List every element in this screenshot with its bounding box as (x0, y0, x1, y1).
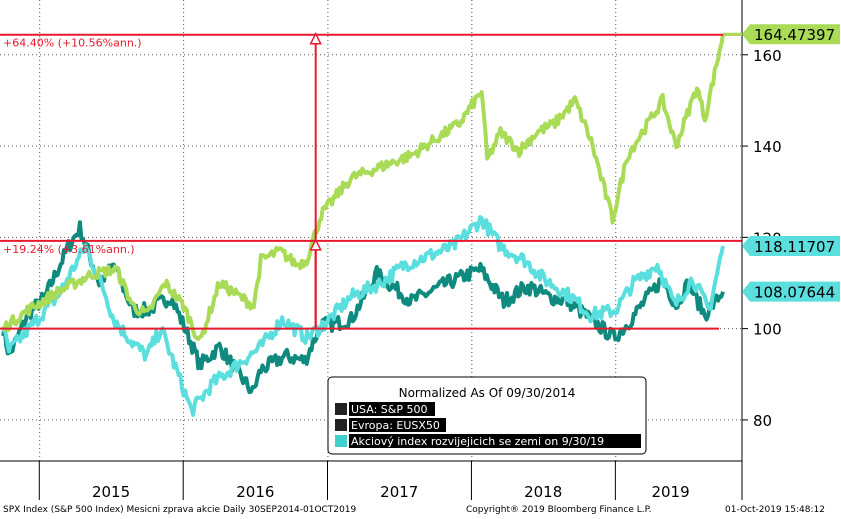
last-value-tag-label-2: 118.11707 (754, 238, 835, 256)
footer-copyright: Copyright® 2019 Bloomberg Finance L.P. (466, 505, 652, 515)
last-value-tags: 164.47397 118.11707 108.07644 (723, 24, 840, 302)
year-dividers (38, 461, 616, 500)
legend-label-bg-em (349, 434, 641, 448)
series-line-0 (1, 33, 725, 342)
last-value-tag-label-0: 164.47397 (754, 26, 835, 44)
chart: +64.40% (+10.56%ann.) +19.24% (+3.61%ann.… (0, 0, 841, 500)
x-tick-label-2015: 2015 (92, 483, 130, 500)
x-tick-label-2018: 2018 (524, 483, 562, 500)
last-value-tag-0: 164.47397 (742, 24, 840, 45)
last-value-tag-1: 108.07644 (742, 281, 840, 302)
annotation-arrowhead-0 (309, 32, 322, 45)
annotation-layer: +64.40% (+10.56%ann.) +19.24% (+3.61%ann.… (0, 32, 742, 330)
last-value-tag-bg-2 (742, 236, 840, 257)
legend-swatch-eusx50 (335, 419, 347, 431)
x-axis-ticks: 2015 2016 2017 2018 2019 (92, 483, 690, 500)
legend-label-sp500: USA: S&P 500 (351, 403, 427, 416)
footer: SPX Index (S&P 500 Index) Mesicni zprava… (0, 500, 841, 519)
y-tick-label-160: 160 (753, 47, 782, 65)
legend-label-eusx50: Evropa: EUSX50 (351, 419, 440, 432)
y-tick-label-100: 100 (753, 321, 782, 339)
legend-swatch-sp500 (335, 403, 347, 415)
footer-security-info: SPX Index (S&P 500 Index) Mesicni zprava… (3, 505, 357, 515)
legend-label-em: Akciový index rozvijejicich se zemi on 9… (351, 435, 604, 448)
legend-label-bg-eusx50 (349, 418, 446, 432)
legend: Normalized As Of 09/30/2014 USA: S&P 500… (327, 376, 647, 455)
last-value-tag-2: 118.11707 (742, 236, 840, 257)
axes (0, 0, 743, 500)
series-line-2 (1, 215, 725, 417)
last-value-tag-label-1: 108.07644 (754, 284, 835, 302)
annotation-arrowhead-1 (309, 238, 322, 251)
annotation-label-1: +19.24% (+3.61%ann.) (3, 243, 135, 256)
series-layer (1, 33, 725, 417)
legend-swatch-em (335, 435, 347, 447)
last-value-tag-bg-0 (742, 24, 840, 45)
y-tick-label-140: 140 (753, 138, 782, 156)
annotation-label-0: +64.40% (+10.56%ann.) (3, 37, 142, 50)
x-tick-label-2016: 2016 (236, 483, 274, 500)
y-tick-label-80: 80 (753, 412, 772, 430)
x-tick-label-2019: 2019 (651, 483, 689, 500)
last-value-tag-bg-1 (742, 281, 840, 302)
legend-label-bg-sp500 (349, 402, 435, 416)
x-tick-label-2017: 2017 (380, 483, 418, 500)
series-line-1 (1, 220, 725, 395)
footer-timestamp: 01-Oct-2019 15:48:12 (725, 505, 825, 515)
legend-title: Normalized As Of 09/30/2014 (399, 386, 576, 400)
